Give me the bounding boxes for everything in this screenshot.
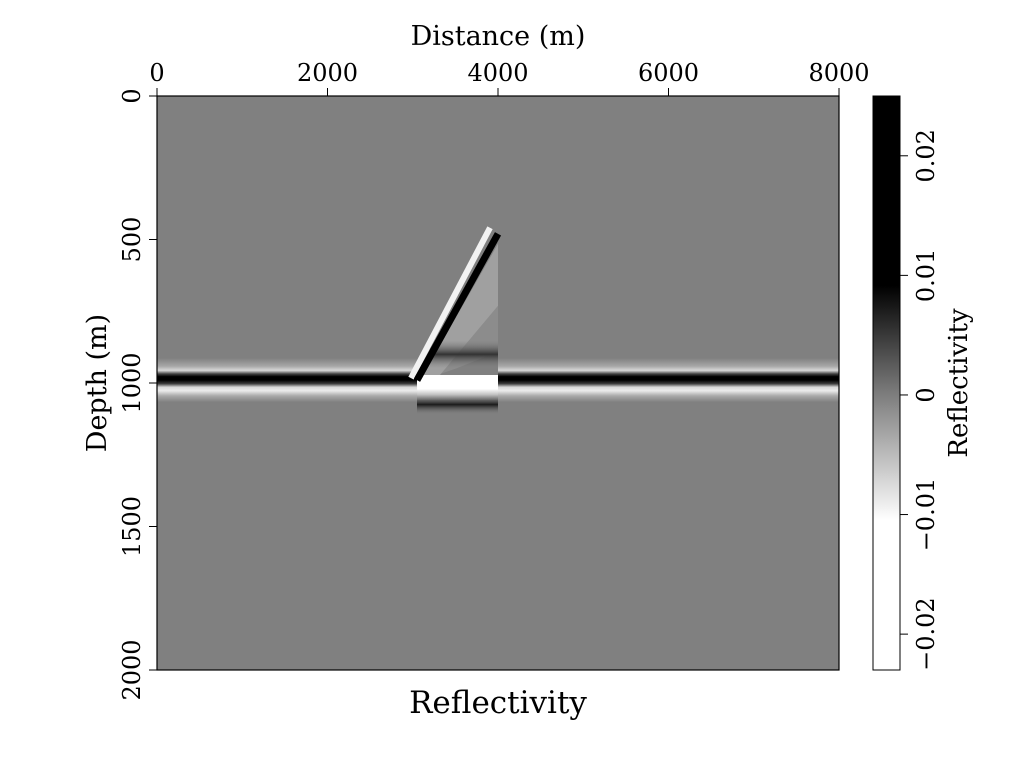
y-tick-label: 0 [118,88,146,103]
wedge-lower-dark-band [417,394,498,415]
chart-title: Reflectivity [409,685,587,721]
heatmap-plot-area [157,96,839,670]
colorbar-tick-label: 0.02 [912,129,940,182]
x-axis-label: Distance (m) [411,21,586,52]
x-tick-label: 0 [149,59,164,87]
colorbar-tick-label: −0.02 [912,597,940,671]
y-axis-ticks: 0 500 1000 1500 2000 [118,88,157,701]
colorbar-tick-label: 0.01 [912,249,940,302]
colorbar-tick-label: 0 [912,387,940,402]
colorbar-ticks: 0.02 0.01 0 −0.01 −0.02 [900,129,940,671]
dip-leading-lobe [408,226,493,380]
dipping-reflector [413,232,502,382]
wedge-upper-dark-band [429,340,498,369]
x-axis-ticks: 0 2000 4000 6000 8000 [149,59,870,96]
colorbar [872,95,901,671]
colorbar-label: Reflectivity [944,308,974,457]
x-tick-label: 4000 [467,59,528,87]
x-tick-label: 6000 [638,59,699,87]
colorbar-tick-label: −0.01 [912,478,940,552]
y-tick-label: 1500 [118,496,146,557]
y-axis-label: Depth (m) [82,314,113,452]
y-tick-label: 500 [118,217,146,263]
y-tick-label: 1000 [118,352,146,413]
x-tick-label: 2000 [297,59,358,87]
y-tick-label: 2000 [118,639,146,700]
x-tick-label: 8000 [808,59,869,87]
